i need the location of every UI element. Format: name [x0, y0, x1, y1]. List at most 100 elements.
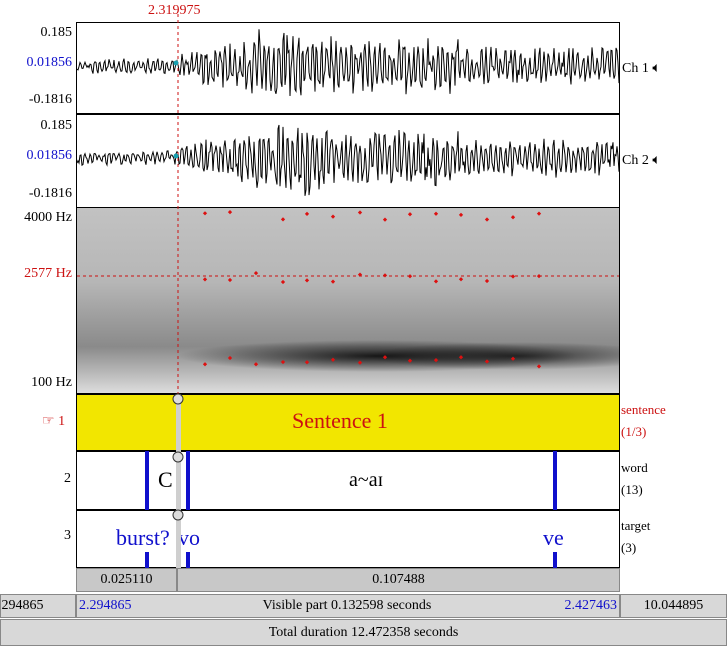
formant-dot — [484, 217, 490, 222]
outer-right-time-text: 10.044895 — [643, 598, 704, 613]
ch1-min: -0.1816 — [28, 92, 72, 107]
ch1-waveform-trace — [76, 29, 620, 97]
boundary-tier3-vo[interactable] — [186, 552, 190, 568]
formant-dot — [458, 277, 464, 282]
visible-end-time: 2.427463 — [564, 598, 618, 613]
spec-bottom-freq: 100 Hz — [31, 375, 72, 390]
cursor-time: 2.319975 — [148, 3, 201, 18]
speaker-icon[interactable]: 🔈︎ — [652, 61, 661, 76]
ch1-cursor-dot — [173, 60, 179, 66]
visible-start-time: 2.294865 — [79, 598, 132, 613]
tier3-label-ve[interactable]: ve — [543, 525, 564, 550]
right-duration-bar[interactable]: 0.107488 — [177, 568, 620, 592]
tier-boundaries[interactable] — [145, 451, 557, 568]
formant-dot — [357, 210, 363, 215]
formant-dot — [357, 360, 363, 365]
ch1-max: 0.185 — [40, 25, 73, 40]
tier3-label-burst[interactable]: burst? — [116, 525, 170, 550]
ch2-label[interactable]: Ch 2 🔈︎ — [622, 153, 661, 169]
tier-target[interactable] — [76, 510, 620, 568]
spec-top-freq: 4000 Hz — [24, 210, 72, 225]
ch1-label-text: Ch 1 — [622, 61, 649, 76]
formant-dot — [253, 362, 259, 367]
boundary-tier2-a[interactable] — [145, 451, 149, 510]
formant-dot — [382, 273, 388, 278]
boundary-tier3-ve[interactable] — [553, 552, 557, 568]
pointer-hand-icon: ☞ — [42, 414, 55, 429]
speaker-icon[interactable]: 🔈︎ — [652, 153, 661, 168]
tier2-count: (13) — [621, 482, 643, 497]
tier1-number-text: 1 — [58, 414, 66, 429]
tier1-cursor-handle[interactable] — [172, 393, 184, 405]
boundary-tier2-b[interactable] — [186, 451, 190, 510]
tier1-count: (1/3) — [621, 424, 647, 439]
visible-part-bar[interactable]: 2.294865 Visible part 0.132598 seconds 2… — [76, 594, 620, 618]
formant-dot — [202, 211, 208, 216]
outer-left-time-text: 2.294865 — [1, 598, 44, 613]
formant-dot — [433, 358, 439, 363]
tier3-name: target (3) — [621, 515, 650, 559]
tier3-number[interactable]: 3 — [64, 528, 71, 543]
formant-dot — [227, 277, 233, 283]
formant-dot — [407, 212, 413, 217]
spec-cursor-freq: 2577 Hz — [24, 266, 72, 281]
cursor-tier-line — [176, 394, 181, 568]
tier3-name-text: target — [621, 518, 651, 533]
boundary-tier3-burst[interactable] — [145, 552, 149, 568]
total-duration-text: Total duration 12.472358 seconds — [268, 625, 459, 640]
formant-dot — [253, 271, 259, 276]
spectrogram[interactable] — [76, 207, 620, 394]
tier3-label-vo[interactable]: vo — [178, 525, 200, 550]
tier3-cursor-handle[interactable] — [172, 509, 184, 521]
formant-dot — [433, 279, 439, 284]
outer-right-time[interactable]: 10.044895 — [620, 594, 727, 618]
left-duration-bar[interactable]: 0.025110 — [76, 568, 177, 592]
formant-dot — [330, 279, 336, 284]
formant-dot — [536, 211, 542, 216]
formant-dot — [536, 364, 542, 369]
ch2-cursor-dot — [173, 153, 179, 159]
tier1-number[interactable]: ☞ 1 — [42, 413, 65, 430]
tier3-count: (3) — [621, 540, 637, 555]
formant-dot — [330, 357, 336, 362]
formant-dot — [227, 355, 233, 361]
formant-dot — [458, 212, 464, 217]
visible-part-text: Visible part 0.132598 seconds — [262, 598, 432, 613]
ch2-waveform-trace — [76, 124, 620, 196]
formant-dot — [202, 362, 208, 367]
formant-dot — [433, 211, 439, 216]
ch1-label[interactable]: Ch 1 🔈︎ — [622, 61, 661, 77]
formant-dot — [227, 210, 233, 215]
formant-dot — [280, 217, 286, 222]
tier2-name: word (13) — [621, 457, 648, 501]
formant-dot — [458, 355, 464, 360]
ch2-min: -0.1816 — [28, 186, 72, 201]
total-duration-bar[interactable]: Total duration 12.472358 seconds — [0, 619, 727, 646]
waveform-ch1[interactable] — [76, 22, 620, 114]
formant-dot — [510, 356, 516, 361]
ch2-label-text: Ch 2 — [622, 153, 649, 168]
tier2-cursor-handle[interactable] — [172, 451, 184, 463]
tier-word[interactable] — [76, 451, 620, 510]
tier1-name-text: sentence — [621, 402, 666, 417]
formant-dot — [510, 274, 516, 279]
formant-dot — [510, 215, 516, 220]
formant-dot — [202, 277, 208, 282]
spectrogram-texture — [77, 208, 619, 393]
formant-dot — [382, 355, 388, 360]
tier2-number[interactable]: 2 — [64, 471, 71, 486]
ch1-mid: 0.01856 — [26, 55, 73, 70]
tier2-label-vowel[interactable]: a~aɪ — [349, 469, 384, 491]
waveform-traces — [76, 29, 620, 196]
outer-left-time[interactable]: 2.294865 — [0, 594, 76, 618]
tier1-interval-text[interactable]: Sentence 1 — [292, 408, 388, 433]
ch2-max: 0.185 — [40, 118, 73, 133]
tier1-name: sentence (1/3) — [621, 399, 666, 443]
tier2-label-c[interactable]: C — [158, 467, 173, 492]
tier2-name-text: word — [621, 460, 648, 475]
formant-dot — [382, 217, 388, 222]
boundary-tier2-c[interactable] — [553, 451, 557, 510]
tier-sentence[interactable] — [76, 394, 620, 451]
formant-dot — [330, 214, 336, 219]
formant-dot — [304, 360, 310, 365]
